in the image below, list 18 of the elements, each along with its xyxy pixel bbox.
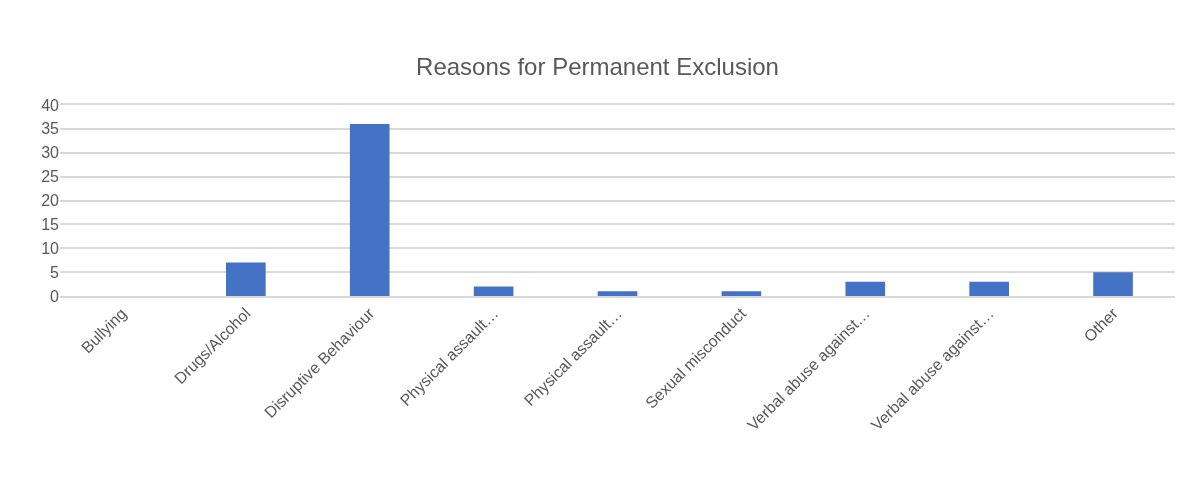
- y-tick-label: 5: [50, 263, 60, 281]
- y-tick-label: 20: [41, 192, 60, 210]
- bar: [226, 262, 266, 296]
- y-tick-label: 0: [50, 287, 60, 305]
- chart-title: Reasons for Permanent Exclusion: [416, 53, 779, 81]
- bar: [349, 124, 390, 296]
- bar: [845, 281, 886, 296]
- bar: [597, 291, 638, 296]
- bar: [721, 291, 762, 296]
- y-tick-label: 25: [41, 168, 60, 186]
- bar: [473, 286, 514, 296]
- y-tick-label: 15: [41, 215, 60, 233]
- bar: [969, 281, 1009, 296]
- y-tick-label: 35: [41, 120, 60, 138]
- y-tick-label: 40: [41, 96, 60, 114]
- y-tick-label: 30: [41, 144, 60, 162]
- bar: [1093, 272, 1133, 296]
- y-tick-label: 10: [41, 239, 60, 257]
